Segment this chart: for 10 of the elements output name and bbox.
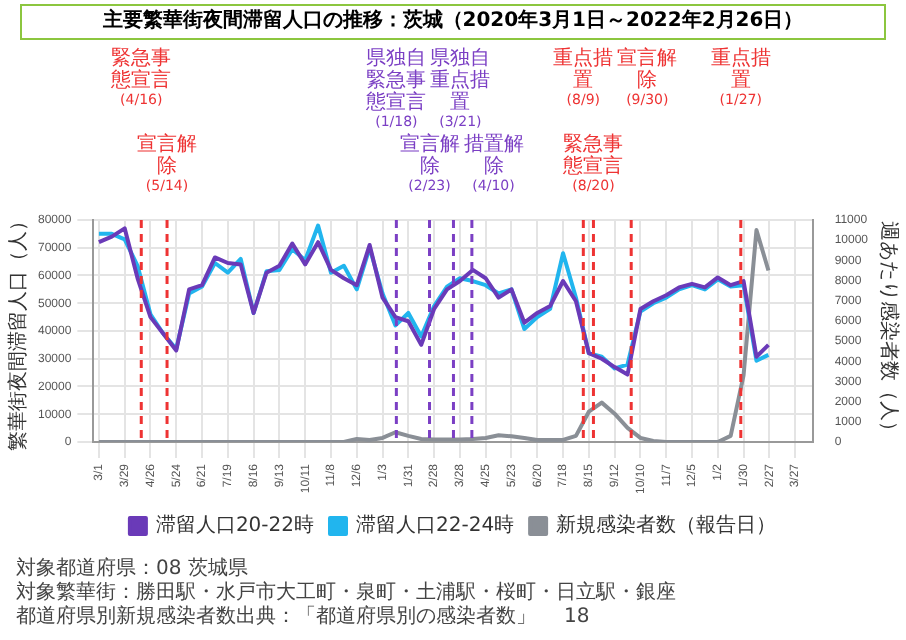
text: 対象都道府県：08 茨城県 <box>16 558 248 581</box>
text: 対象繁華街：勝田駅・水戸市大工町・泉町・土浦駅・桜町・日立駅・銀座 <box>16 582 676 605</box>
legend-label: 滞留人口20-22時 <box>155 513 315 538</box>
y2-axis-title: 週あたり感染者数（人） <box>876 220 901 441</box>
text: 18 <box>564 606 590 630</box>
legend-label: 新規感染者数（報告日） <box>556 513 777 538</box>
text: 都道府県別新規感染者数出典：「都道府県別の感染者数」 <box>16 606 536 630</box>
chart-title: 主要繁華街夜間滞留人口の推移：茨城（2020年3月1日～2022年2月26日） <box>20 4 886 40</box>
legend-label: 滞留人口22-24時 <box>356 513 515 538</box>
y-axis-title: 繁華街夜間滞留人口（人） <box>5 210 30 451</box>
